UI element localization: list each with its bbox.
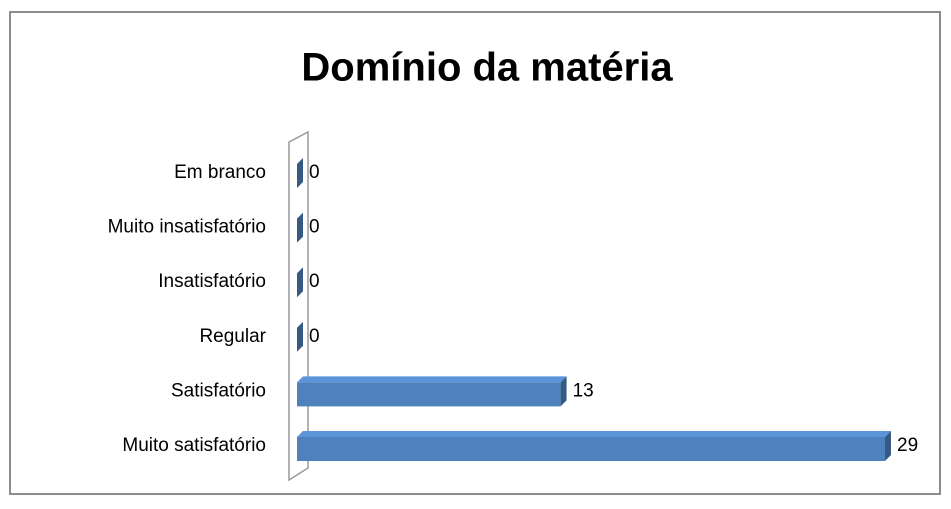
bar (297, 267, 303, 298)
bar-side (560, 376, 567, 407)
data-label: 0 (309, 162, 320, 183)
y-tick-label: Muito insatisfatório (108, 217, 266, 238)
bar-side (297, 158, 303, 188)
y-tick-label: Regular (199, 326, 266, 347)
bar-front (297, 437, 885, 461)
chart-border (9, 11, 941, 495)
y-tick-label: Em branco (174, 162, 266, 183)
data-label: 0 (309, 326, 320, 347)
data-label: 29 (897, 435, 918, 456)
bar-side (297, 267, 303, 298)
bar (297, 376, 567, 407)
y-tick-label: Satisfatório (171, 380, 266, 401)
bar (297, 431, 891, 461)
data-label: 13 (573, 380, 594, 401)
chart-title: Domínio da matéria (301, 46, 673, 90)
y-tick-label: Insatisfatório (158, 271, 266, 292)
bar (297, 212, 303, 243)
bar-side (297, 212, 303, 243)
bar-side (297, 321, 303, 352)
bar-top (297, 431, 891, 437)
bar-side (885, 431, 891, 461)
bar (297, 321, 303, 352)
bar-top (297, 376, 567, 383)
bar (297, 158, 303, 188)
bar-front (297, 382, 561, 407)
data-label: 0 (309, 217, 320, 238)
y-tick-label: Muito satisfatório (122, 435, 266, 456)
data-label: 0 (309, 271, 320, 292)
